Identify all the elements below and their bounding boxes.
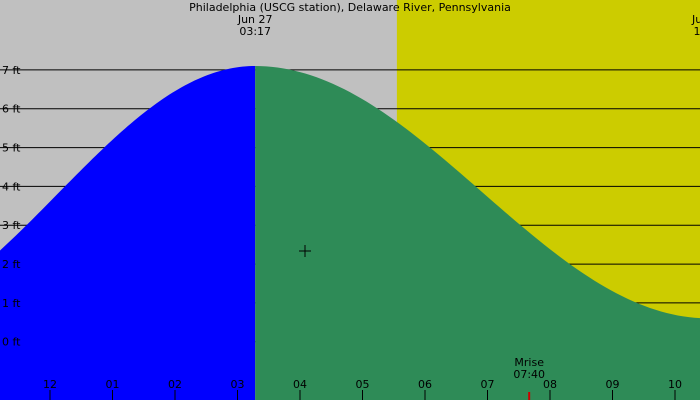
moonrise-time-label: 07:40 <box>513 368 545 381</box>
crosshair-cursor <box>299 245 311 257</box>
event-time-label: 10:33 <box>694 25 700 38</box>
x-tick-label: 05 <box>356 378 370 391</box>
falling-tide-area <box>255 66 700 400</box>
x-tick-label: 03 <box>231 378 245 391</box>
event-time-label: 03:17 <box>239 25 271 38</box>
y-tick-label: 4 ft <box>2 180 21 193</box>
x-tick-label: 01 <box>106 378 120 391</box>
y-tick-label: 6 ft <box>2 103 21 116</box>
tide-area <box>0 66 700 400</box>
x-axis-ticks: 1112010203040506070809101112010203040506… <box>43 378 682 400</box>
y-tick-label: 0 ft <box>2 336 21 349</box>
x-tick-label: 09 <box>606 378 620 391</box>
x-tick-label: 08 <box>543 378 557 391</box>
moonrise-label: Mrise <box>514 356 544 369</box>
x-tick-label: 10 <box>668 378 682 391</box>
x-tick-label: 02 <box>168 378 182 391</box>
x-tick-label: 07 <box>481 378 495 391</box>
y-tick-label: 3 ft <box>2 219 21 232</box>
event-date-label: Jun 27 <box>691 13 700 26</box>
y-tick-label: 2 ft <box>2 258 21 271</box>
x-tick-label: 12 <box>43 378 57 391</box>
y-tick-label: 7 ft <box>2 64 21 77</box>
y-axis-labels: 0 ft 1 ft 2 ft 3 ft 4 ft 5 ft 6 ft 7 ft <box>2 64 21 349</box>
chart-title: Philadelphia (USCG station), Delaware Ri… <box>189 1 511 14</box>
x-tick-label: 04 <box>293 378 307 391</box>
y-tick-label: 5 ft <box>2 142 21 155</box>
x-tick-label: 06 <box>418 378 432 391</box>
y-tick-label: 1 ft <box>2 297 21 310</box>
rising-tide-area <box>0 66 256 400</box>
event-date-label: Jun 27 <box>237 13 273 26</box>
